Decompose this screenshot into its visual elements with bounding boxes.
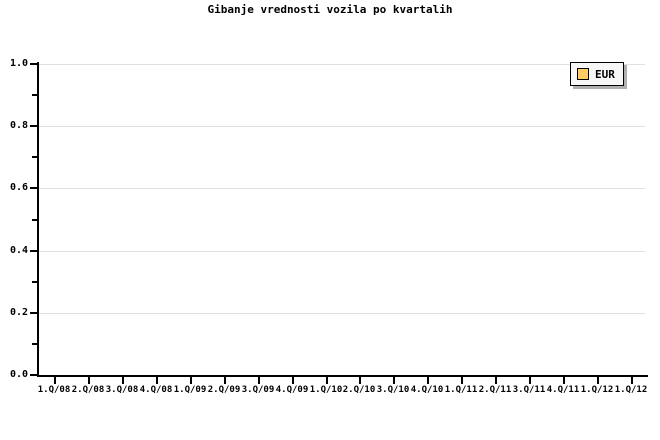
y-axis-minor-tick [32, 94, 38, 97]
x-axis-tick [597, 377, 599, 384]
x-axis-tick-label: 3.Q/11 [512, 385, 546, 395]
chart-legend[interactable]: EUR [570, 62, 624, 86]
y-axis-minor-tick [32, 342, 38, 345]
x-axis-tick [122, 377, 124, 384]
x-axis-tick-label: 4.Q/10 [410, 385, 444, 395]
x-axis-line [37, 375, 648, 377]
x-axis-tick [563, 377, 565, 384]
legend-label-eur: EUR [595, 67, 615, 81]
x-axis-tick [427, 377, 429, 384]
x-axis-tick [326, 377, 328, 384]
x-axis-tick [359, 377, 361, 384]
x-axis-tick-label: 2.Q/09 [207, 385, 241, 395]
x-axis-tick-label: 1.Q/12 [580, 385, 614, 395]
x-axis-tick [292, 377, 294, 384]
legend-swatch-eur [577, 68, 589, 80]
x-axis-tick [258, 377, 260, 384]
y-axis-tick-label: 0.4 [9, 244, 28, 256]
x-axis-tick-label: 1.Q/12 [614, 385, 648, 395]
x-axis-tick-label: 2.Q/11 [478, 385, 512, 395]
x-axis-tick-label: 3.Q/10 [376, 385, 410, 395]
y-axis-tick-label: 0.2 [9, 306, 28, 318]
x-axis-tick [190, 377, 192, 384]
x-axis-tick-label: 3.Q/09 [241, 385, 275, 395]
y-axis-tick-label: 0.8 [9, 120, 28, 132]
y-axis-tick [30, 311, 38, 314]
plot-area [37, 64, 648, 375]
x-axis-tick-label: 2.Q/08 [71, 385, 105, 395]
y-axis-tick [30, 249, 38, 252]
gridline [37, 250, 645, 252]
x-axis-tick-label: 4.Q/11 [546, 385, 580, 395]
x-axis-tick-label: 1.Q/10 [309, 385, 343, 395]
y-axis-tick [30, 125, 38, 128]
y-axis-minor-tick [32, 156, 38, 159]
y-axis-minor-tick [32, 218, 38, 221]
x-axis-tick [393, 377, 395, 384]
gridline [37, 126, 645, 128]
y-axis-tick [30, 63, 38, 65]
y-axis-tick-label: 0.6 [9, 182, 28, 194]
x-axis-tick [495, 377, 497, 384]
x-axis-tick [461, 377, 463, 384]
x-axis-tick-label: 1.Q/09 [173, 385, 207, 395]
x-axis-tick [88, 377, 90, 384]
x-axis-tick-label: 4.Q/09 [275, 385, 309, 395]
x-axis-tick [54, 377, 56, 384]
gridline [37, 64, 645, 65]
y-axis-line [37, 62, 39, 377]
y-axis-tick-label: 0.0 [9, 369, 28, 380]
x-axis-tick-label: 2.Q/10 [342, 385, 376, 395]
chart-title: Gibanje vrednosti vozila po kvartalih [207, 3, 453, 16]
gridline [37, 188, 645, 190]
gridline [37, 312, 645, 314]
x-axis-tick-label: 1.Q/11 [444, 385, 478, 395]
x-axis-tick [156, 377, 158, 384]
x-axis-tick-label: 3.Q/08 [105, 385, 139, 395]
y-axis-minor-tick [32, 280, 38, 283]
x-axis-tick [224, 377, 226, 384]
y-axis-tick-label: 1.0 [9, 58, 28, 69]
y-axis-tick [30, 187, 38, 190]
x-axis-tick-label: 1.Q/08 [37, 385, 71, 395]
y-axis-labels: 0.0 0.2 0.4 0.6 0.8 1.0 [0, 0, 28, 440]
y-axis-tick [30, 374, 38, 376]
x-axis-tick-label: 4.Q/08 [139, 385, 173, 395]
x-axis-tick [631, 377, 633, 384]
x-axis-tick [529, 377, 531, 384]
